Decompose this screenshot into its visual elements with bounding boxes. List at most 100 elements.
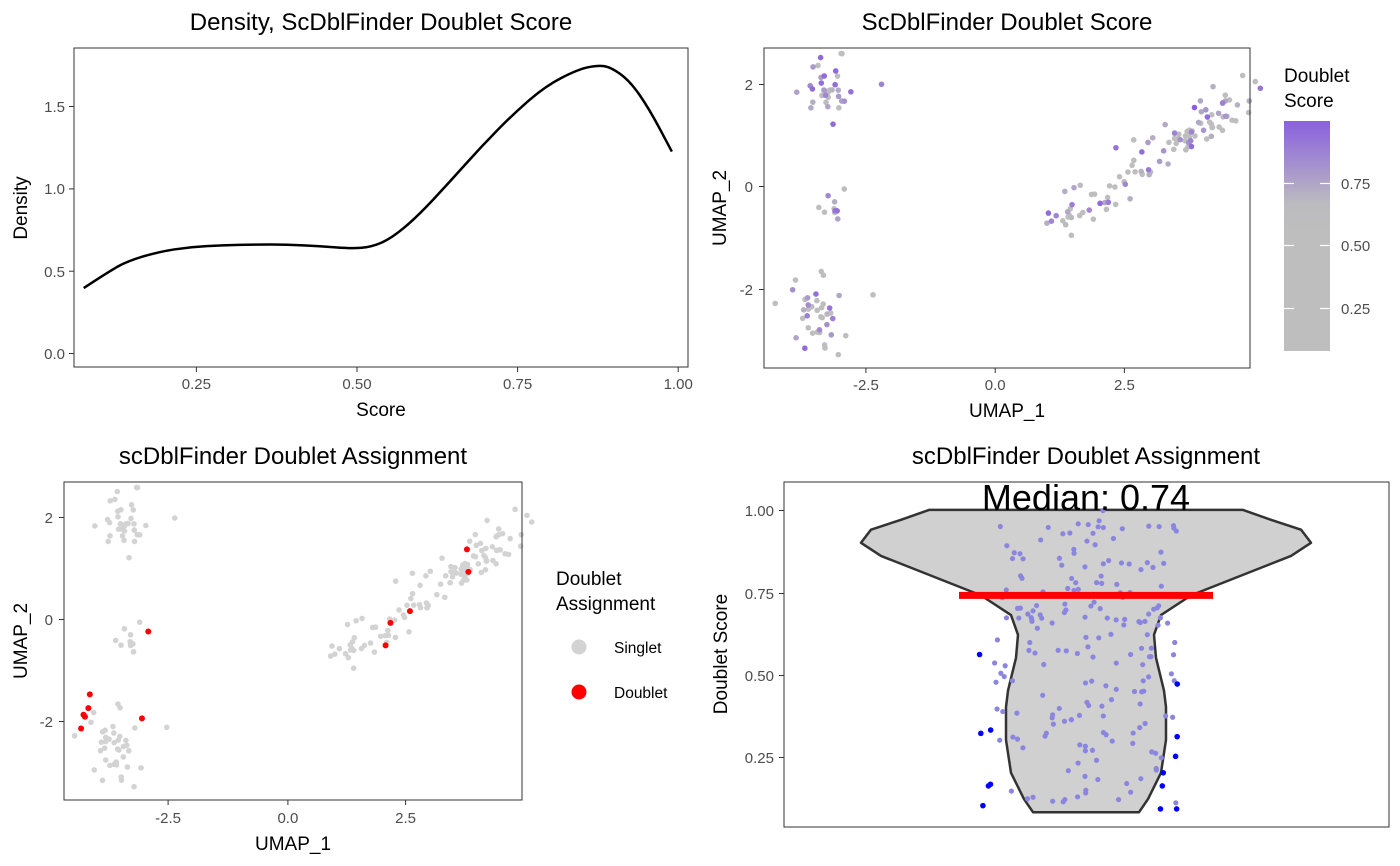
violin-point (1089, 678, 1095, 684)
violin-point (991, 660, 998, 666)
violin-point (1100, 524, 1106, 531)
density-y-tick-label-0: 0.0 (44, 346, 65, 363)
singlet-point (121, 625, 128, 632)
violin-point (1148, 645, 1155, 651)
singlet-point (119, 533, 126, 539)
umap-score-point (1208, 112, 1215, 118)
umap-score-point (1044, 220, 1050, 226)
violin-point (1142, 618, 1148, 625)
singlet-point (401, 614, 408, 621)
umap-score-point (805, 302, 812, 308)
umap-score-point (1215, 110, 1222, 117)
umap-score-point (1252, 78, 1259, 85)
umap-score-point (809, 330, 816, 336)
violin-point (1096, 635, 1102, 641)
umap-score-point (1104, 194, 1111, 201)
singlet-point (118, 642, 124, 648)
violin-point (1099, 703, 1105, 709)
umap-score-panel-border (763, 47, 1251, 369)
violin-point (1127, 651, 1134, 658)
violin-point (1014, 710, 1020, 716)
umap-score-point (1203, 106, 1209, 113)
density-panel: Density, ScDblFinder Doublet Score 0.25 … (11, 9, 693, 421)
umap-score-point (820, 272, 827, 279)
umap-score-point (831, 198, 838, 205)
violin-point (1073, 580, 1079, 586)
violin-point (1126, 561, 1132, 567)
umap-score-point (1103, 206, 1110, 213)
umap-score-point (789, 286, 796, 293)
umap-score-point (1138, 168, 1144, 175)
umap-score-point (870, 292, 876, 298)
density-y-tick-label-3: 1.5 (44, 99, 65, 116)
umap-score-point (1071, 184, 1077, 191)
umap-score-point (1113, 144, 1119, 151)
violin-point (1109, 738, 1115, 744)
violin-point (1016, 615, 1022, 621)
umap-score-point (834, 208, 840, 214)
umap-score-point (1239, 72, 1246, 79)
umap-score-point (792, 277, 799, 283)
violin-point (1010, 734, 1016, 740)
umap-score-point (1171, 130, 1178, 136)
umap-score-point (1077, 182, 1084, 189)
violin-y-tick-label-2: 0.75 (745, 586, 774, 603)
score-legend-label-0: 0.25 (1341, 301, 1370, 318)
umap-score-point (1257, 85, 1264, 92)
umap-score-point (1166, 139, 1172, 146)
singlet-point (458, 571, 464, 577)
umap-score-point (878, 81, 885, 88)
umap-score-point (1170, 146, 1177, 153)
umap-score-point (842, 332, 849, 339)
umap-score-point (1173, 140, 1180, 147)
violin-point (1140, 662, 1146, 668)
umap-assignment-y-tick-label-2: 2 (45, 510, 53, 527)
umap-score-point (1112, 184, 1118, 190)
density-title: Density, ScDblFinder Doublet Score (190, 9, 572, 36)
singlet-point (143, 522, 149, 529)
violin-point (1150, 564, 1156, 571)
singlet-point (441, 594, 448, 601)
umap-score-point (1188, 129, 1195, 135)
umap-assignment-x-tick-label-1: 0.0 (277, 810, 298, 827)
violin-point (1113, 686, 1119, 692)
umap-score-point (1131, 157, 1137, 164)
umap-score-point (821, 73, 828, 79)
umap-score-point (1245, 109, 1252, 116)
umap-score-point (1203, 136, 1210, 142)
violin-point (1082, 743, 1088, 749)
umap-score-point (1129, 162, 1135, 169)
singlet-point (479, 547, 485, 554)
density-curve-group (83, 64, 674, 290)
singlet-point (99, 777, 106, 784)
violin-outlier-point (1159, 783, 1166, 789)
singlet-point (358, 645, 365, 652)
violin-outlier-point (985, 783, 992, 789)
singlet-point (171, 515, 178, 521)
singlet-point (163, 724, 170, 731)
umap-score-x-tick-label-0: -2.5 (853, 377, 879, 394)
violin-point (1027, 639, 1033, 646)
violin-point (1137, 701, 1143, 707)
umap-score-point (1059, 217, 1066, 224)
violin-point (1153, 767, 1159, 773)
violin-point (1002, 663, 1008, 669)
umap-score-point (1127, 195, 1133, 202)
legend-key-doublet (571, 684, 587, 700)
umap-assignment-title: scDblFinder Doublet Assignment (119, 443, 467, 470)
umap-score-point (832, 81, 838, 88)
umap-score-point (835, 87, 842, 93)
violin-point (1138, 645, 1145, 651)
umap-score-point (1171, 135, 1178, 142)
violin-outlier-point (987, 727, 994, 733)
singlet-point (524, 512, 530, 519)
singlet-point (107, 533, 113, 539)
umap-score-point (814, 297, 820, 304)
umap-score-point (1195, 119, 1202, 126)
singlet-point (126, 554, 132, 561)
violin-point (1032, 650, 1038, 656)
umap-score-point (1048, 218, 1055, 224)
umap-assignment-y-axis-title: UMAP_2 (11, 603, 32, 679)
singlet-point (423, 573, 429, 579)
